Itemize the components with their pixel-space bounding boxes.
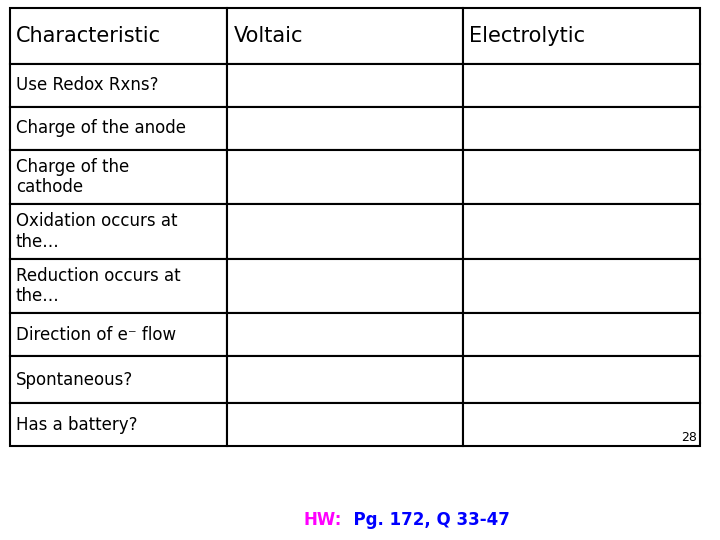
Bar [464, 204, 700, 259]
Bar [228, 356, 464, 403]
Text: Oxidation occurs at
the…: Oxidation occurs at the… [16, 212, 178, 251]
Bar [10, 107, 228, 150]
Bar [464, 150, 700, 204]
Text: Use Redox Rxns?: Use Redox Rxns? [16, 77, 158, 94]
Text: Characteristic: Characteristic [16, 26, 161, 46]
Text: HW:: HW: [304, 511, 342, 529]
Text: Charge of the
cathode: Charge of the cathode [16, 158, 130, 197]
Bar [10, 150, 228, 204]
Bar [464, 8, 700, 64]
Text: Voltaic: Voltaic [233, 26, 303, 46]
Bar [228, 150, 464, 204]
Bar [228, 64, 464, 107]
Bar [10, 313, 228, 356]
Bar [464, 356, 700, 403]
Bar [464, 259, 700, 313]
Bar [228, 313, 464, 356]
Bar [228, 259, 464, 313]
Bar [464, 107, 700, 150]
Text: Pg. 172, Q 33-47: Pg. 172, Q 33-47 [342, 511, 510, 529]
Text: Direction of e⁻ flow: Direction of e⁻ flow [16, 326, 176, 344]
Bar [228, 403, 464, 446]
Bar [228, 107, 464, 150]
Bar [464, 403, 700, 446]
Bar [228, 8, 464, 64]
Bar [228, 204, 464, 259]
Text: 28: 28 [681, 431, 697, 444]
Text: Electrolytic: Electrolytic [469, 26, 585, 46]
Bar [10, 403, 228, 446]
Bar [10, 204, 228, 259]
Text: Has a battery?: Has a battery? [16, 416, 138, 434]
Bar [464, 64, 700, 107]
Bar [464, 313, 700, 356]
Bar [10, 8, 228, 64]
Text: Charge of the anode: Charge of the anode [16, 119, 186, 137]
Text: Spontaneous?: Spontaneous? [16, 371, 133, 389]
Bar [10, 356, 228, 403]
Text: Reduction occurs at
the…: Reduction occurs at the… [16, 267, 181, 306]
Bar [10, 64, 228, 107]
Bar [10, 259, 228, 313]
